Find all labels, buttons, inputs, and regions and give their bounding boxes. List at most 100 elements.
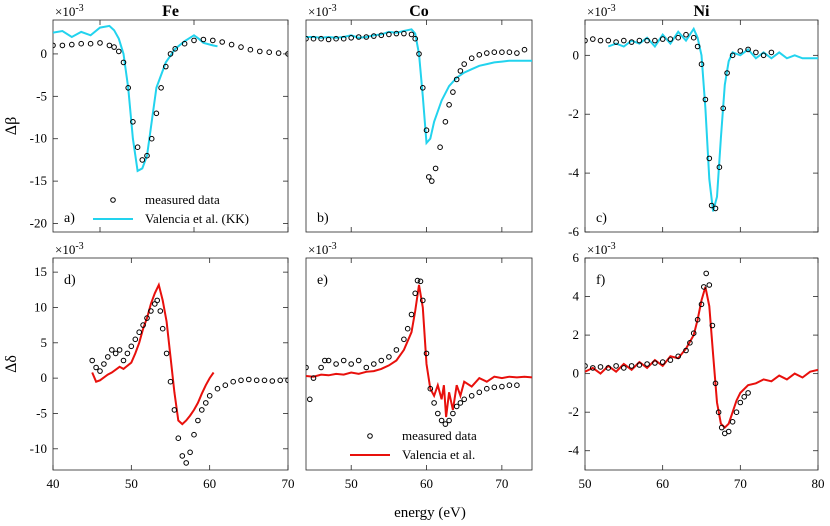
measured-point bbox=[222, 382, 229, 389]
measured-point bbox=[348, 361, 355, 367]
measured-point bbox=[431, 400, 437, 406]
measured-point bbox=[167, 51, 174, 57]
measured-point bbox=[154, 297, 160, 304]
legend-label-model: Valencia et al. bbox=[402, 447, 475, 462]
measured-point bbox=[310, 35, 317, 42]
measured-point bbox=[426, 174, 432, 180]
y-tick-label: 0 bbox=[41, 370, 48, 385]
measured-point bbox=[506, 49, 513, 56]
y-tick-label: -10 bbox=[30, 441, 47, 456]
y-tick-label: -2 bbox=[568, 404, 579, 419]
measured-point bbox=[306, 364, 309, 371]
measured-point bbox=[429, 178, 435, 184]
panel-letter: b) bbox=[317, 211, 329, 226]
measured-point bbox=[435, 410, 441, 417]
measured-point bbox=[378, 32, 385, 39]
scale-exponent: -3 bbox=[75, 241, 83, 252]
measured-point bbox=[733, 409, 740, 416]
measured-point bbox=[120, 357, 127, 364]
measured-point bbox=[228, 41, 235, 48]
measured-point bbox=[683, 347, 689, 354]
scale-multiplier: ×10-3 bbox=[55, 241, 84, 258]
measured-point bbox=[453, 403, 460, 410]
measured-point bbox=[112, 350, 119, 357]
measured-point bbox=[408, 31, 415, 38]
measured-point bbox=[605, 365, 612, 371]
measured-point bbox=[191, 431, 197, 438]
measured-point bbox=[468, 393, 475, 399]
measured-point bbox=[725, 428, 732, 435]
measured-point bbox=[401, 336, 407, 343]
plot-frame bbox=[52, 19, 289, 233]
measured-point bbox=[136, 329, 142, 336]
x-tick-label: 40 bbox=[47, 476, 60, 491]
measured-point bbox=[340, 35, 347, 42]
measured-point bbox=[78, 40, 84, 47]
measured-point bbox=[468, 55, 475, 62]
y-tick-label: 4 bbox=[573, 289, 580, 304]
measured-point bbox=[621, 37, 627, 44]
measured-point bbox=[675, 353, 682, 360]
measured-point bbox=[109, 347, 115, 353]
measured-point bbox=[476, 52, 483, 58]
measured-point bbox=[636, 37, 643, 44]
y-tick-label: 0 bbox=[573, 47, 580, 62]
measured-point bbox=[172, 46, 178, 52]
measured-point bbox=[306, 35, 309, 42]
measured-point bbox=[401, 30, 407, 37]
panel-letter: a) bbox=[64, 211, 75, 226]
measured-point bbox=[628, 39, 635, 45]
plot-frame bbox=[584, 257, 819, 471]
y-tick-label: -20 bbox=[30, 216, 47, 231]
measured-point bbox=[621, 365, 627, 371]
measured-point bbox=[708, 202, 715, 209]
measured-point bbox=[694, 43, 701, 50]
measured-point bbox=[285, 51, 288, 57]
measured-point bbox=[355, 34, 362, 40]
measured-point bbox=[687, 340, 693, 346]
x-tick-label: 70 bbox=[282, 476, 295, 491]
measured-point bbox=[206, 393, 213, 399]
measured-point bbox=[675, 34, 682, 41]
scale-exponent: -3 bbox=[75, 3, 83, 14]
measured-point bbox=[322, 357, 328, 364]
measured-point bbox=[386, 354, 392, 360]
x-tick-label: 60 bbox=[420, 476, 433, 491]
measured-point bbox=[768, 49, 775, 56]
measured-point bbox=[712, 205, 719, 212]
measured-point bbox=[210, 37, 216, 44]
measured-point bbox=[427, 385, 434, 392]
measured-point bbox=[521, 46, 528, 53]
measured-point bbox=[690, 34, 697, 41]
legend-label-measured: measured data bbox=[145, 192, 220, 207]
measured-point bbox=[393, 347, 400, 353]
measured-point bbox=[199, 407, 205, 413]
x-tick-label: 60 bbox=[656, 476, 669, 491]
measured-point bbox=[148, 308, 154, 314]
panel-f: 50 60 70 80 6 4 2 0 -2 -4 ×10-3 f) bbox=[568, 241, 824, 492]
legend-marker bbox=[110, 197, 116, 203]
measured-point bbox=[53, 42, 56, 49]
measured-point bbox=[745, 390, 751, 396]
y-tick-label: -4 bbox=[568, 165, 579, 180]
measured-point bbox=[318, 35, 324, 42]
measured-point bbox=[101, 361, 107, 367]
measured-point bbox=[476, 389, 483, 396]
measured-point bbox=[420, 85, 426, 91]
measured-point bbox=[491, 384, 498, 391]
measured-point bbox=[246, 376, 252, 383]
panel-e: 50 60 70 ×10-3 e) measured data Valencia et al… bbox=[305, 241, 533, 491]
measured-point bbox=[148, 135, 155, 142]
measured-point bbox=[737, 48, 744, 54]
x-tick-label: 70 bbox=[495, 476, 508, 491]
measured-point bbox=[179, 453, 186, 459]
measured-point bbox=[93, 364, 99, 371]
measured-point bbox=[652, 37, 658, 44]
measured-point bbox=[163, 63, 169, 70]
x-tick-label: 80 bbox=[812, 476, 825, 491]
legend-label-model: Valencia et al. (KK) bbox=[145, 211, 249, 226]
measured-point bbox=[718, 424, 725, 431]
scale-exponent: -3 bbox=[607, 241, 615, 252]
panel-letter: d) bbox=[64, 273, 76, 288]
